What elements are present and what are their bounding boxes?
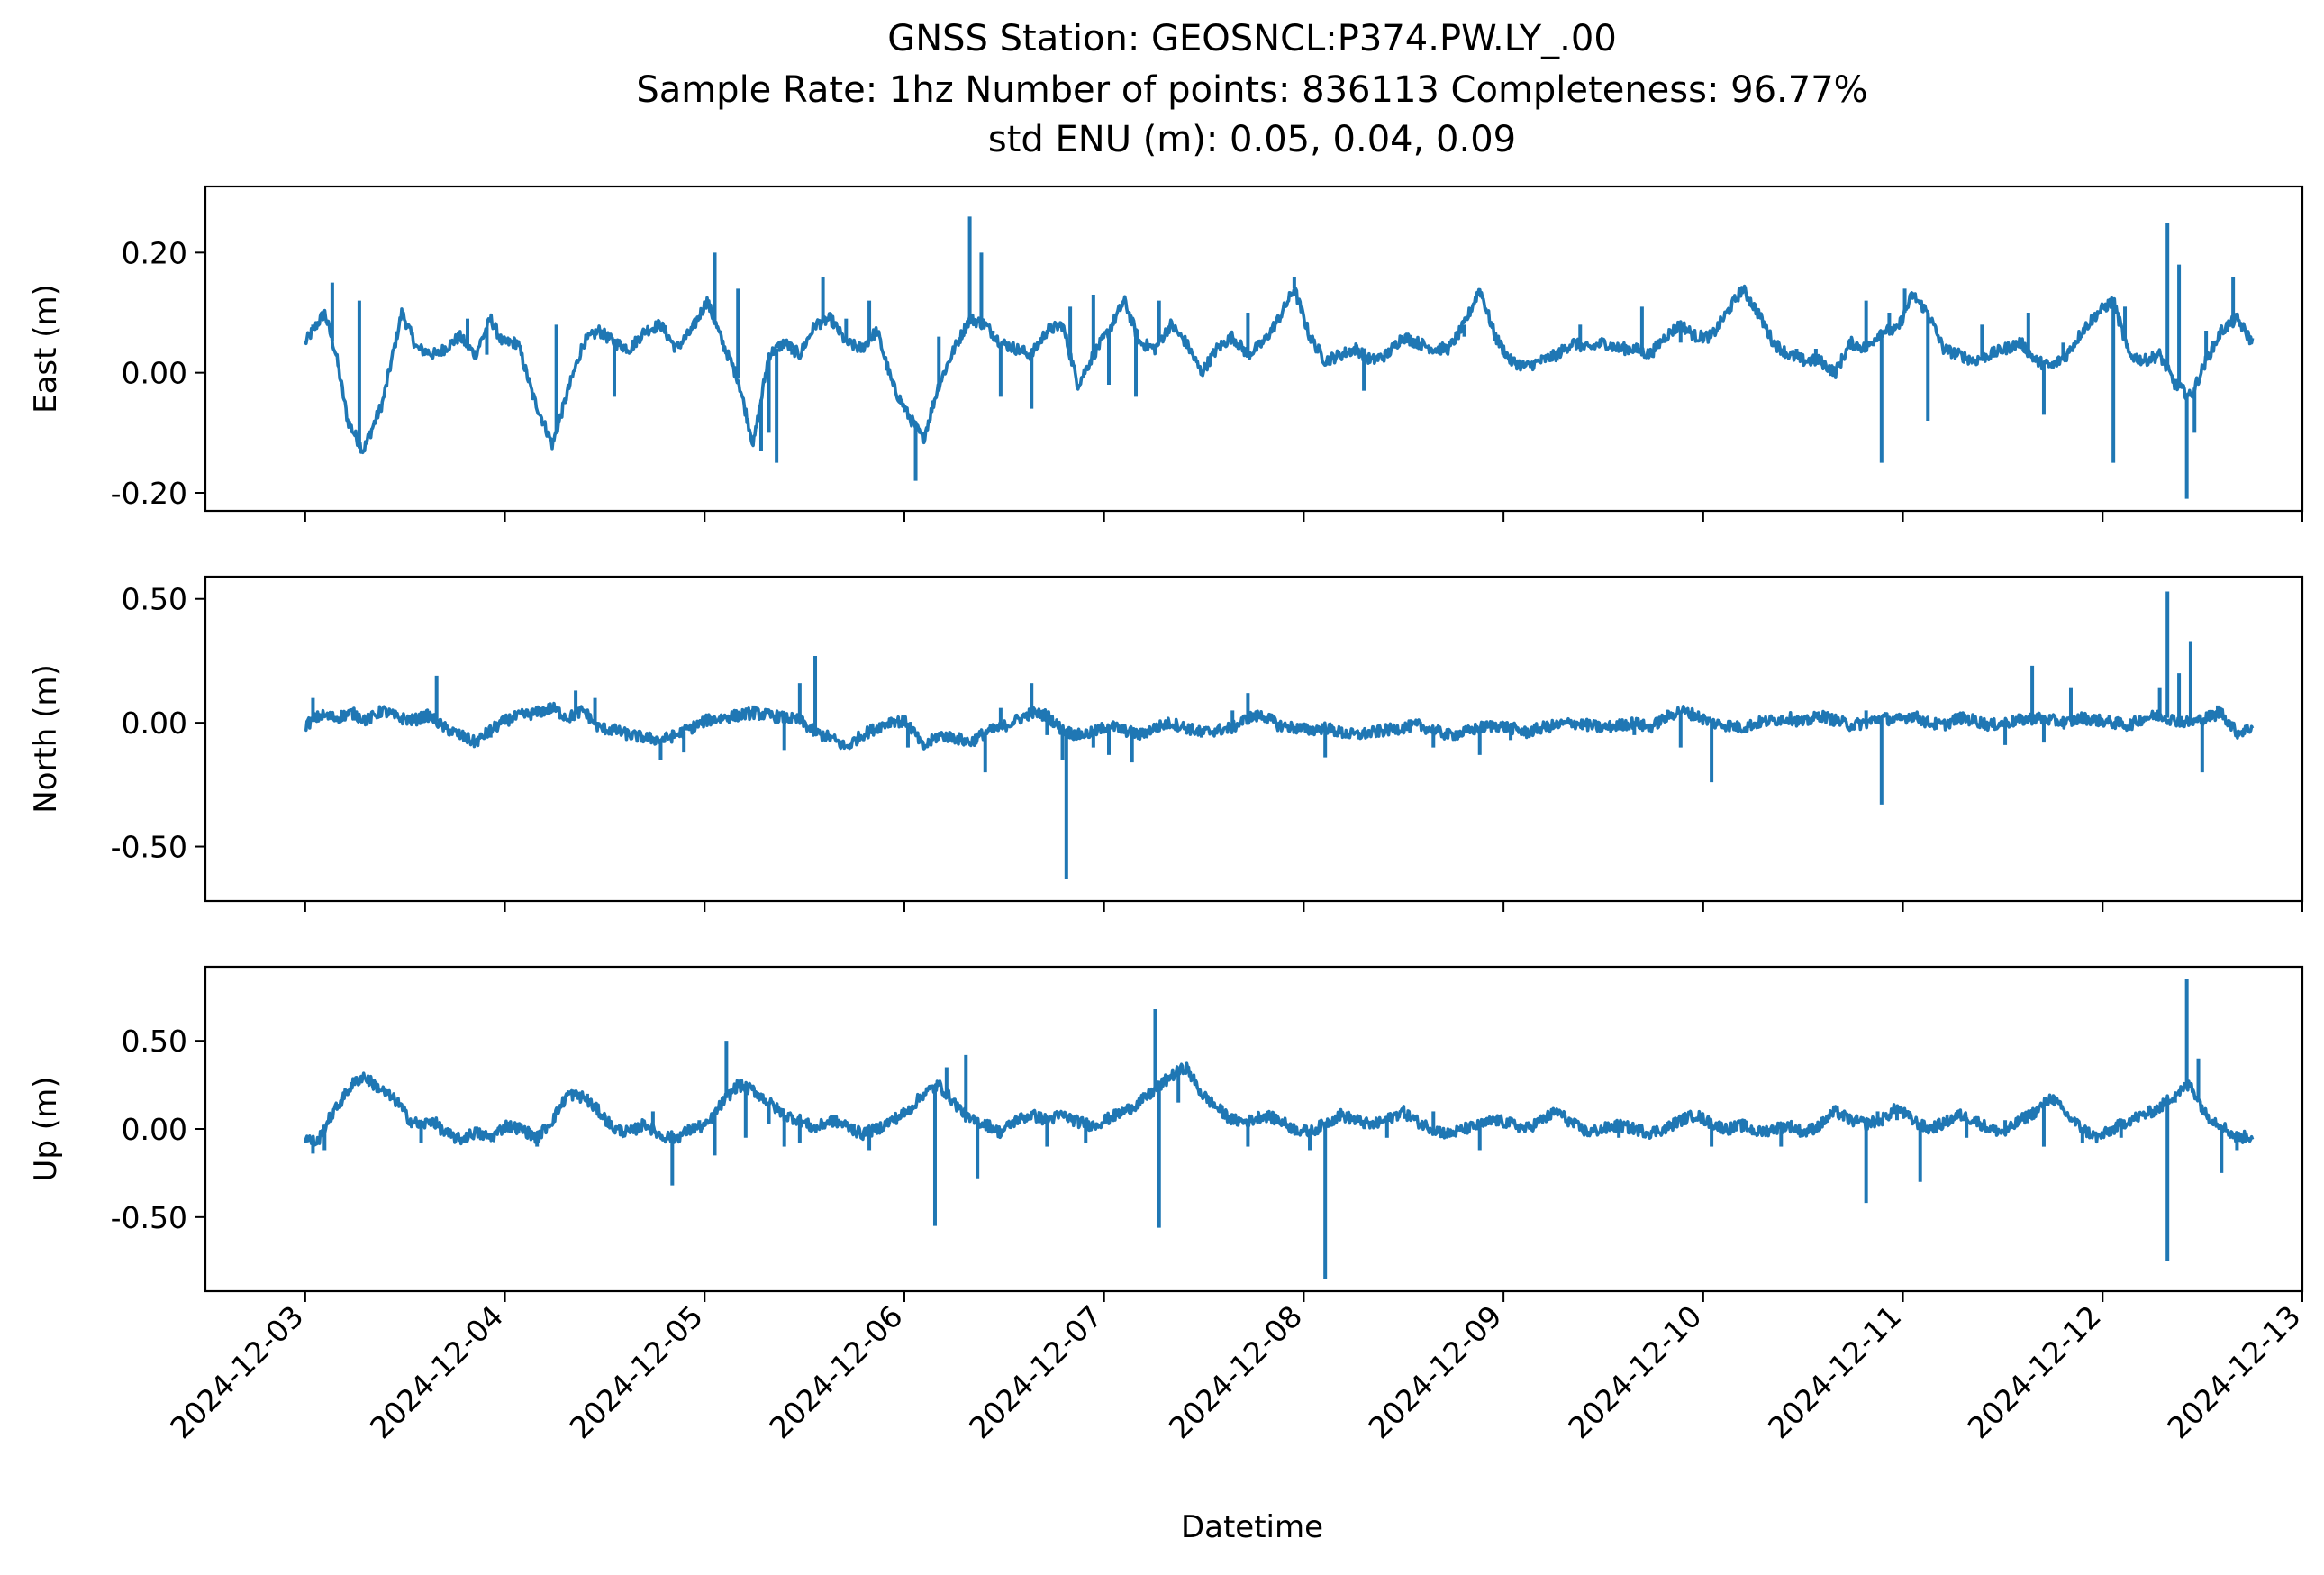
y-tick-label: -0.50 [111, 1200, 187, 1235]
plot-frame [204, 185, 2304, 513]
y-tick-label: 0.00 [122, 706, 187, 741]
plot-frame [204, 965, 2304, 1293]
y-tick-label: -0.20 [111, 476, 187, 511]
series-line [304, 1061, 2255, 1147]
y-tick-label: 0.00 [122, 356, 187, 391]
y-tick-label: -0.50 [111, 830, 187, 865]
y-tick-label: 0.50 [122, 582, 187, 617]
y-axis-label: Up (m) [28, 1077, 64, 1182]
plot-frame [204, 575, 2304, 903]
y-axis-label: East (m) [28, 284, 64, 414]
chart-title-line-2: Sample Rate: 1hz Number of points: 83611… [636, 69, 1867, 111]
y-tick-label: 0.00 [122, 1112, 187, 1147]
panel-1: 0.50 0.00 -0.50 North (m) [28, 575, 2304, 912]
panel-0: 0.20 0.00 -0.20 East (m) [28, 185, 2304, 522]
y-tick-label: 0.50 [122, 1024, 187, 1059]
series-line [304, 701, 2255, 751]
y-axis-label: North (m) [28, 664, 64, 814]
chart-title-line-1: GNSS Station: GEOSNCL:P374.PW.LY_.00 [887, 18, 1617, 59]
chart-title-line-3: std ENU (m): 0.05, 0.04, 0.09 [988, 119, 1516, 160]
x-axis-label: Datetime [1181, 1509, 1323, 1545]
y-tick-label: 0.20 [122, 235, 187, 270]
